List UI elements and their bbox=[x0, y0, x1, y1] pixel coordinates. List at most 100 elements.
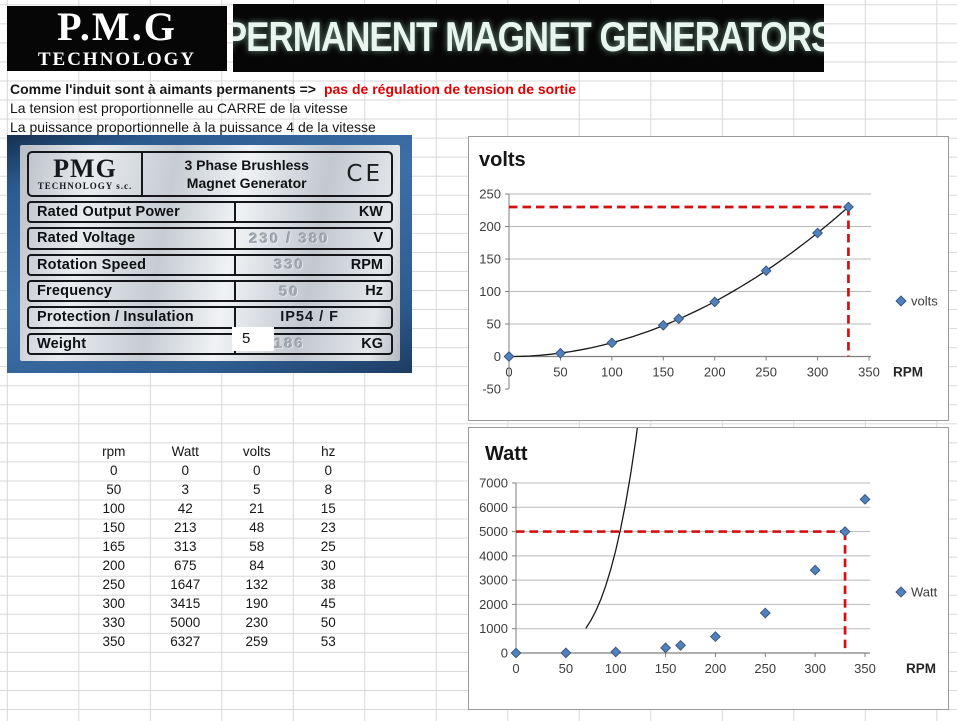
table-cell[interactable]: 230 bbox=[245, 615, 269, 631]
nameplate-row: Protection / Insulation IP54 / F bbox=[27, 306, 393, 329]
nameplate-row: Frequency 50 Hz bbox=[27, 279, 393, 303]
note-line-2: La tension est proportionnelle au CARRE … bbox=[10, 100, 348, 116]
table-cell[interactable]: 5 bbox=[252, 481, 261, 497]
y-tick-label: 200 bbox=[479, 219, 501, 234]
table-cell[interactable]: 0 bbox=[324, 462, 332, 478]
data-point-marker bbox=[657, 319, 669, 331]
table-header[interactable]: volts bbox=[242, 443, 271, 459]
x-tick-label: 350 bbox=[858, 365, 880, 380]
table-cell[interactable]: 132 bbox=[245, 577, 269, 593]
data-point-marker bbox=[503, 351, 515, 362]
y-tick-label: 1000 bbox=[479, 621, 508, 636]
table-cell[interactable]: 3 bbox=[181, 481, 189, 497]
table-cell[interactable]: 0 bbox=[109, 462, 118, 478]
table-cell[interactable]: 25 bbox=[320, 539, 336, 554]
table-cell[interactable]: 50 bbox=[320, 615, 336, 631]
data-point-marker bbox=[673, 313, 685, 325]
table-cell[interactable]: 250 bbox=[102, 577, 126, 593]
pmg-logo-title: P.M.G bbox=[57, 3, 177, 49]
data-point-marker bbox=[859, 493, 871, 505]
nameplate-plate: PMG TECHNOLOGY s.c. 3 Phase Brushless Ma… bbox=[20, 145, 400, 361]
nameplate-row-unit: V bbox=[373, 230, 383, 247]
banner-title-text: PERMANENT MAGNET GENERATORS bbox=[233, 14, 824, 61]
table-row: 250 1647 132 38 bbox=[78, 575, 364, 594]
table-cell[interactable]: 30 bbox=[320, 558, 336, 574]
table-cell[interactable]: 330 bbox=[102, 615, 126, 631]
table-cell[interactable]: 3415 bbox=[170, 596, 201, 612]
table-header[interactable]: hz bbox=[321, 443, 336, 459]
table-cell[interactable]: 58 bbox=[249, 539, 265, 554]
data-point-marker bbox=[812, 227, 824, 239]
watt-chart[interactable]: Watt 0 1000 2000 3000 4000 5000 6000 7000 0 50 100… bbox=[468, 427, 949, 710]
nameplate-logo: PMG TECHNOLOGY s.c. bbox=[29, 153, 143, 195]
x-axis-title: RPM bbox=[906, 661, 936, 676]
table-cell[interactable]: 300 bbox=[102, 596, 126, 612]
table-cell[interactable]: 50 bbox=[106, 481, 122, 497]
y-tick-label: 7000 bbox=[479, 476, 508, 491]
y-tick-label: 2000 bbox=[479, 597, 508, 612]
x-tick-label: 200 bbox=[704, 365, 726, 380]
table-row: 350 6327 259 53 bbox=[78, 632, 364, 651]
legend-marker bbox=[895, 586, 907, 598]
table-cell[interactable]: 1647 bbox=[170, 577, 201, 593]
trend-curve bbox=[509, 206, 849, 358]
table-cell[interactable]: 150 bbox=[102, 519, 126, 535]
data-point-marker bbox=[709, 631, 721, 643]
nameplate-row-label: Weight bbox=[29, 334, 236, 353]
table-cell[interactable]: 350 bbox=[102, 634, 126, 650]
table-cell[interactable]: 213 bbox=[173, 519, 197, 535]
x-tick-label: 150 bbox=[652, 365, 674, 380]
y-tick-label: 100 bbox=[479, 284, 501, 299]
x-tick-label: 50 bbox=[553, 365, 567, 380]
table-cell[interactable]: 21 bbox=[249, 500, 265, 516]
y-tick-label: 250 bbox=[479, 187, 501, 202]
table-cell[interactable]: 5000 bbox=[170, 615, 201, 631]
table-row: 0 0 0 0 bbox=[78, 461, 364, 480]
table-cell[interactable]: 165 bbox=[102, 539, 126, 554]
table-cell[interactable]: 200 bbox=[102, 558, 126, 574]
nameplate-row-value: 230 / 380 bbox=[249, 229, 330, 247]
table-cell[interactable]: 259 bbox=[245, 634, 269, 650]
table-cell[interactable]: 0 bbox=[181, 462, 189, 478]
nameplate-row-unit: KG bbox=[361, 335, 383, 352]
nameplate-row: Rated Voltage 230 / 380 V bbox=[27, 227, 393, 250]
table-cell[interactable]: 8 bbox=[324, 481, 332, 497]
x-tick-label: 250 bbox=[755, 365, 777, 380]
table-cell[interactable]: 38 bbox=[320, 577, 336, 593]
data-point-marker bbox=[510, 647, 522, 659]
table-header[interactable]: Watt bbox=[171, 443, 199, 459]
nameplate-row-unit: Hz bbox=[365, 283, 383, 300]
banner-title: PERMANENT MAGNET GENERATORS bbox=[233, 4, 824, 72]
table-cell[interactable]: 53 bbox=[320, 634, 336, 650]
x-tick-label: 300 bbox=[807, 365, 829, 380]
table-cell[interactable]: 15 bbox=[320, 500, 336, 516]
table-cell[interactable]: 45 bbox=[320, 596, 336, 612]
nameplate-title: 3 Phase Brushless Magnet Generator bbox=[184, 156, 309, 191]
table-cell[interactable]: 48 bbox=[249, 519, 265, 535]
table-cell[interactable]: 84 bbox=[249, 558, 265, 574]
table-cell[interactable]: 313 bbox=[173, 539, 197, 554]
table-row: 100 42 21 15 bbox=[78, 499, 364, 518]
nameplate-row-unit: KW bbox=[358, 204, 383, 221]
data-point-marker bbox=[842, 201, 854, 213]
table-row: 150 213 48 23 bbox=[78, 518, 364, 537]
table-cell[interactable]: 42 bbox=[177, 500, 193, 516]
data-table: rpm Watt volts hz 0 0 0 0 50 3 5 8 100 42 21 15 150 213 48… bbox=[78, 442, 364, 652]
table-cell[interactable]: 190 bbox=[245, 596, 269, 612]
table-cell[interactable]: 100 bbox=[102, 500, 126, 516]
table-cell[interactable]: 23 bbox=[320, 519, 336, 535]
table-cell[interactable]: 6327 bbox=[170, 634, 201, 650]
note-line-1-black: Comme l'induit sont à aimants permanents… bbox=[10, 81, 316, 97]
table-row: 300 3415 190 45 bbox=[78, 594, 364, 613]
data-point-marker bbox=[606, 337, 618, 349]
x-tick-label: 0 bbox=[505, 365, 512, 380]
nameplate-row-value: 50 bbox=[279, 282, 300, 300]
table-cell[interactable]: 0 bbox=[252, 462, 261, 478]
data-point-marker bbox=[760, 265, 772, 277]
power-value-cell[interactable]: 5 bbox=[232, 327, 274, 351]
table-header[interactable]: rpm bbox=[102, 443, 126, 459]
note-line-3: La puissance proportionnelle à la puissa… bbox=[10, 119, 376, 135]
x-tick-label: 100 bbox=[605, 661, 627, 676]
volts-chart[interactable]: volts -50 0 50 100 150 200 250 0 50 100 150 200 250 3… bbox=[468, 136, 949, 421]
table-cell[interactable]: 675 bbox=[173, 558, 197, 574]
